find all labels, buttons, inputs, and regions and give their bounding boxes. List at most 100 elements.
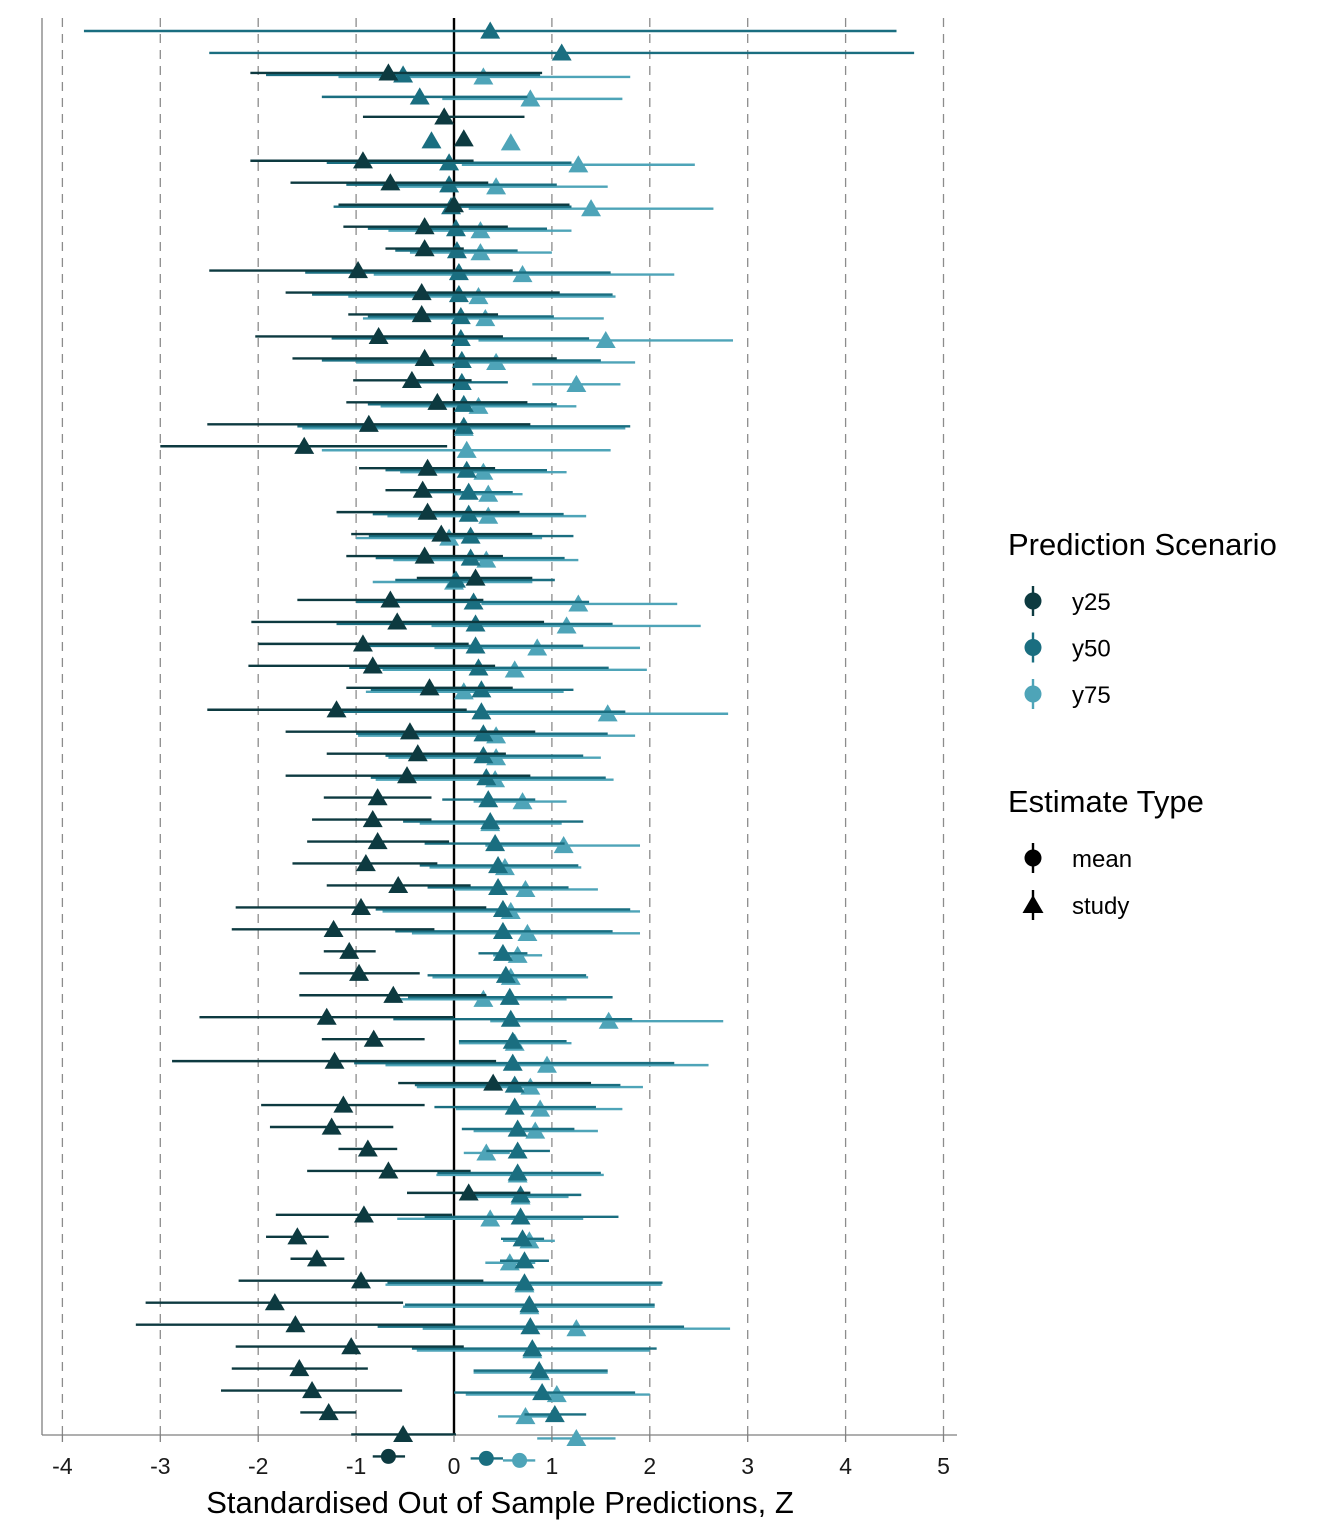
study-point-y50 [522,1339,543,1357]
study-point-y25 [294,436,315,454]
study-point-y25 [388,875,409,894]
study-point-y25 [411,283,432,301]
study-point-y25 [362,810,383,828]
x-tick-label: -3 [150,1453,170,1479]
study-point-y25 [434,107,455,125]
study-point-y25 [285,1315,306,1333]
x-tick-label: 0 [448,1453,461,1479]
study-point-y50 [495,965,516,983]
axes [41,18,957,1436]
study-point-y25 [419,678,440,696]
legend-scenario-title: Prediction Scenario [1008,527,1277,562]
study-point-y25 [355,853,376,872]
study-point-y25 [352,151,373,169]
x-axis-title: Standardised Out of Sample Predictions, … [206,1485,794,1520]
study-point-y75 [581,199,602,217]
legend-dot-y25 [1024,592,1042,610]
study-point-y50 [520,1317,541,1335]
study-point-y25 [411,304,432,323]
legend-dot-y75 [1024,685,1042,703]
study-point-y25 [380,590,401,608]
study-point-y25 [326,700,347,718]
study-point-y50 [510,1207,531,1225]
study-point-y25 [383,985,404,1003]
study-point-y25 [324,1051,345,1069]
study-point-y25 [393,1424,414,1443]
study-point-y50 [492,899,513,917]
grid-lines [61,18,945,1435]
x-tick-label: 4 [839,1453,852,1479]
legend-label-y75: y75 [1072,682,1111,709]
study-point-y25 [367,832,388,850]
study-point-y50 [488,877,509,896]
study-point-y25 [363,1029,384,1047]
study-point-y25 [378,1161,399,1179]
study-point-y25 [348,261,369,279]
study-point-y25 [351,897,371,915]
study-point-y75 [500,133,521,151]
study-point-y25 [357,1139,378,1157]
study-point-y50 [465,636,486,654]
study-point-y50 [514,1251,535,1269]
study-point-y25 [414,348,435,366]
study-point-y25 [323,919,344,937]
study-point-y25 [316,1007,337,1025]
study-point-y25 [352,634,373,652]
study-point-y50 [409,87,430,105]
study-point-y25 [458,1183,479,1201]
study-point-y25 [318,1402,339,1421]
study-point-y25 [362,656,383,674]
study-point-y75 [520,89,541,107]
study-point-y50 [480,21,501,39]
study-point-y75 [456,440,477,458]
study-point-y25 [353,1205,374,1223]
study-point-y75 [595,330,616,349]
legend-type-title: Estimate Type [1008,784,1204,819]
x-tick-label: -4 [52,1453,73,1479]
study-point-y50 [485,834,506,852]
study-point-y25 [397,766,417,784]
study-point-y25 [368,326,389,345]
study-point-y25 [401,370,422,388]
study-point-y50 [492,943,513,961]
study-point-y50 [507,1119,528,1137]
study-point-y50 [512,1229,533,1247]
x-tick-label: 1 [546,1453,559,1479]
legend-triangle-icon [1022,895,1044,913]
study-point-y50 [544,1404,565,1423]
x-tick-label: 2 [643,1453,656,1479]
study-point-y25 [321,1117,342,1135]
study-point-y25 [289,1359,310,1377]
study-point-y50 [504,1097,525,1115]
legend-dot-y50 [1024,639,1042,656]
legend-circle-icon [1024,849,1042,867]
study-point-y50 [421,131,442,149]
study-point-y25 [414,239,435,257]
study-point-y50 [488,855,509,874]
study-point-y50 [519,1295,540,1313]
study-point-y25 [351,1271,371,1289]
study-point-y75 [566,374,587,392]
study-point-y25 [333,1095,354,1113]
legend-label-y50: y50 [1072,636,1111,663]
study-point-y25 [306,1249,327,1267]
study-point-y25 [287,1227,308,1245]
study-point-y50 [514,1273,535,1291]
legend-label-mean: mean [1072,846,1132,873]
study-point-y25 [380,173,401,191]
study-point-y25 [407,744,428,762]
study-point-y25 [431,524,452,542]
legend-label-y25: y25 [1072,589,1111,616]
x-tick-label: 3 [741,1453,754,1479]
study-point-y50 [492,921,513,939]
study-point-y25 [417,502,438,520]
study-point-y25 [414,217,435,235]
x-ticks: -4 -3 -2 -1 0 1 2 3 4 5 [52,1435,950,1479]
study-point-y50 [507,1163,528,1181]
legend: Prediction Scenario y25 y50 y75 Estimate T… [1008,527,1277,920]
study-point-y25 [387,612,408,630]
study-point-y75 [568,155,589,173]
study-point-y50 [458,482,479,500]
study-point-y25 [367,788,388,806]
